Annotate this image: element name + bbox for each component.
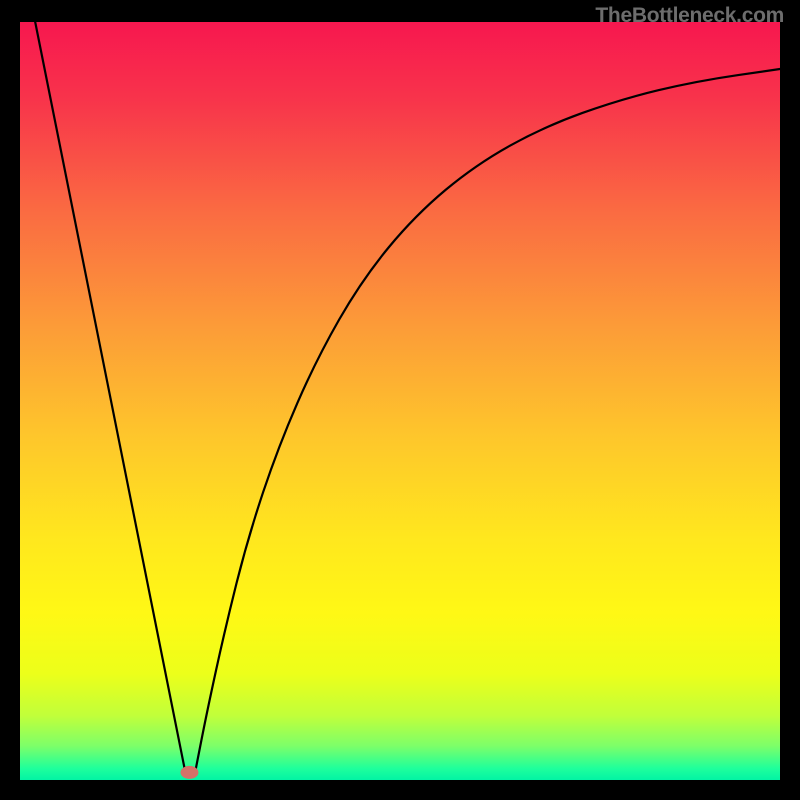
optimal-point-marker	[180, 766, 198, 779]
gradient-background	[20, 22, 780, 780]
bottleneck-chart	[20, 22, 780, 780]
chart-frame: TheBottleneck.com	[0, 0, 800, 800]
